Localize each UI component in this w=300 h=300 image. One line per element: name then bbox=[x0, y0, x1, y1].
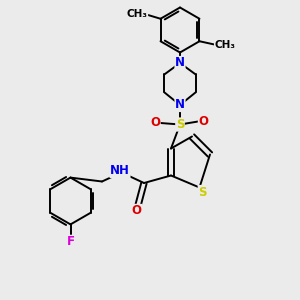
Text: CH₃: CH₃ bbox=[127, 9, 148, 19]
Text: S: S bbox=[198, 185, 207, 199]
Text: N: N bbox=[175, 56, 185, 70]
Text: O: O bbox=[198, 115, 208, 128]
Text: F: F bbox=[67, 235, 74, 248]
Text: O: O bbox=[131, 204, 142, 218]
Text: S: S bbox=[176, 118, 184, 131]
Text: N: N bbox=[175, 98, 185, 112]
Text: NH: NH bbox=[110, 164, 130, 178]
Text: CH₃: CH₃ bbox=[214, 40, 236, 50]
Text: O: O bbox=[150, 116, 160, 130]
